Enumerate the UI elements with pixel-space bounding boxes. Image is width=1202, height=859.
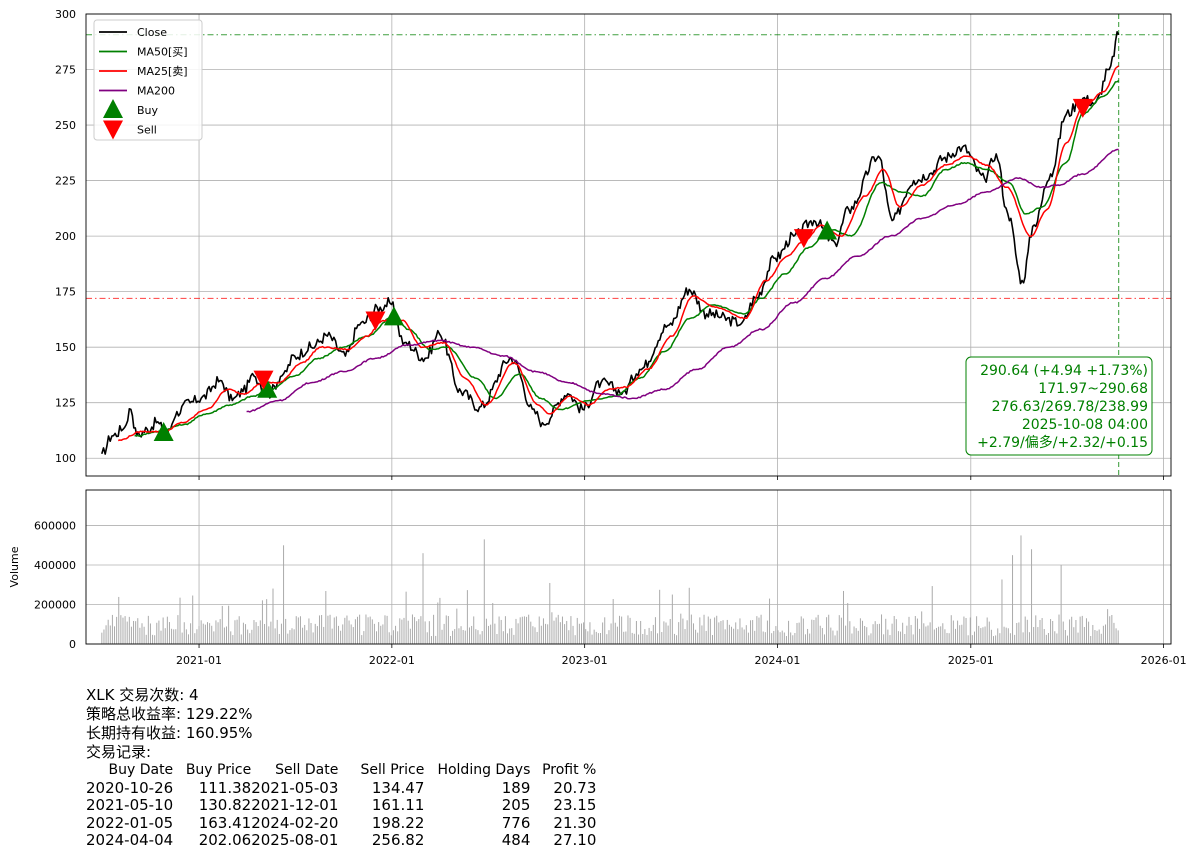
price-tick-label: 200	[55, 230, 76, 243]
buy-marker	[817, 220, 838, 240]
price-frame	[85, 13, 1172, 477]
sell-price-cell: 256.82	[371, 831, 425, 849]
volume-tick-label: 200000	[34, 599, 76, 612]
profit-cell: 20.73	[553, 778, 597, 797]
volume-axis-label: Volume	[8, 546, 21, 587]
strategy-return-line: 策略总收益率: 129.22%	[86, 705, 253, 723]
profit-cell: 23.15	[553, 796, 597, 814]
sell-price-cell: 161.11	[371, 796, 425, 814]
col-sell-date: Sell Date	[275, 762, 339, 778]
price-tick-label: 125	[55, 397, 76, 410]
table-row: 2022-01-05 163.41 2024-02-20 198.22 776 …	[86, 813, 597, 833]
x-tick-label: 2022-01	[369, 654, 415, 667]
info-box-line: 276.63/269.78/238.99	[992, 399, 1148, 415]
col-buy-price: Buy Price	[185, 762, 252, 778]
col-holding-days: Holding Days	[437, 762, 531, 778]
price-tick-label: 250	[55, 119, 76, 132]
sell-price-cell: 134.47	[371, 778, 425, 797]
buy-date-cell: 2020-10-26	[86, 778, 174, 797]
col-profit: Profit %	[542, 762, 597, 778]
holding-days-cell: 205	[501, 796, 531, 814]
x-tick-label: 2023-01	[562, 654, 608, 667]
sell-date-cell: 2024-02-20	[251, 813, 339, 832]
legend-label: Close	[137, 26, 167, 39]
sell-marker	[253, 370, 274, 390]
series-line	[246, 148, 1119, 413]
profit-cell: 21.30	[553, 813, 597, 832]
legend-label: MA25[卖]	[137, 65, 188, 78]
chart-canvas: 100 125 150 175 200 225 250 275 300 Close MA50[买] M…	[8, 8, 1187, 667]
x-tick-label: 2021-01	[176, 654, 222, 667]
table-row: 2021-05-10 130.82 2021-12-01 161.11 205 …	[86, 796, 597, 815]
holding-days-cell: 776	[501, 813, 531, 832]
sell-date-cell: 2021-12-01	[251, 796, 339, 814]
sell-date-cell: 2025-08-01	[251, 831, 339, 849]
legend-box	[93, 19, 203, 141]
info-box-line: 2025-10-08 04:00	[1022, 417, 1148, 433]
legend-label: Sell	[137, 124, 157, 137]
volume-panel: 0 200000 400000 600000 2021-01 2022-01 2023-01…	[8, 489, 1187, 667]
buy-date-cell: 2022-01-05	[86, 813, 174, 832]
price-tick-label: 175	[55, 286, 76, 299]
price-tick-label: 275	[55, 64, 76, 77]
holding-days-cell: 189	[501, 778, 531, 797]
holding-days-cell: 484	[501, 831, 531, 849]
hold-return-line: 长期持有收益: 160.95%	[86, 724, 253, 742]
price-tick-label: 150	[55, 341, 76, 354]
volume-tick-label: 0	[69, 638, 76, 651]
price-panel: 100 125 150 175 200 225 250 275 300 Close MA50[买] M…	[55, 8, 1172, 480]
info-box	[965, 356, 1153, 456]
volume-frame	[85, 489, 1172, 645]
price-tick-label: 100	[55, 452, 76, 465]
buy-price-cell: 163.41	[198, 813, 252, 832]
trade-records-label: 交易记录:	[86, 743, 152, 761]
series-line	[117, 65, 1120, 442]
strategy-summary: XLK 交易次数: 4 策略总收益率: 129.22% 长期持有收益: 160.…	[86, 686, 253, 762]
trade-count-line: XLK 交易次数: 4	[86, 686, 199, 704]
sell-price-cell: 198.22	[371, 813, 425, 832]
info-box-line: 171.97~290.68	[1038, 381, 1148, 397]
price-tick-label: 225	[55, 175, 76, 188]
trade-table: Buy Date Buy Price Sell Date Sell Price …	[86, 762, 596, 850]
buy-price-cell: 202.06	[198, 831, 252, 849]
sell-marker	[365, 311, 386, 331]
buy-marker	[153, 421, 174, 441]
buy-price-cell: 111.38	[198, 778, 252, 797]
buy-date-cell: 2021-05-10	[86, 796, 174, 814]
info-box-line: 290.64 (+4.94 +1.73%)	[980, 363, 1148, 379]
table-row: 2024-04-04 202.06 2025-08-01 256.82 484 …	[86, 831, 597, 850]
col-buy-date: Buy Date	[108, 762, 174, 778]
trade-table-header: Buy Date Buy Price Sell Date Sell Price …	[86, 762, 597, 780]
x-tick-label: 2026-01	[1141, 654, 1187, 667]
volume-tick-label: 400000	[34, 559, 76, 572]
price-tick-label: 300	[55, 8, 76, 21]
legend-label: MA200	[137, 85, 175, 98]
buy-price-cell: 130.82	[198, 796, 252, 814]
x-tick-label: 2024-01	[754, 654, 800, 667]
table-row: 2020-10-26 111.38 2021-05-03 134.47 189 …	[86, 778, 597, 798]
sell-marker	[793, 229, 814, 249]
x-tick-label: 2025-01	[948, 654, 994, 667]
volume-tick-label: 600000	[34, 520, 76, 533]
legend-buy-swatch	[103, 99, 123, 118]
legend-label: MA50[买]	[137, 46, 188, 59]
buy-date-cell: 2024-04-04	[86, 831, 174, 849]
profit-cell: 27.10	[553, 831, 597, 849]
col-sell-price: Sell Price	[360, 762, 425, 778]
sell-marker	[1072, 98, 1093, 118]
legend-sell-swatch	[103, 120, 123, 140]
sell-date-cell: 2021-05-03	[251, 778, 339, 797]
legend-label: Buy	[137, 104, 159, 117]
info-box-line: +2.79/偏多/+2.32/+0.15	[977, 434, 1148, 451]
series-line	[134, 79, 1120, 437]
buy-marker	[257, 378, 278, 398]
buy-marker	[383, 306, 404, 326]
